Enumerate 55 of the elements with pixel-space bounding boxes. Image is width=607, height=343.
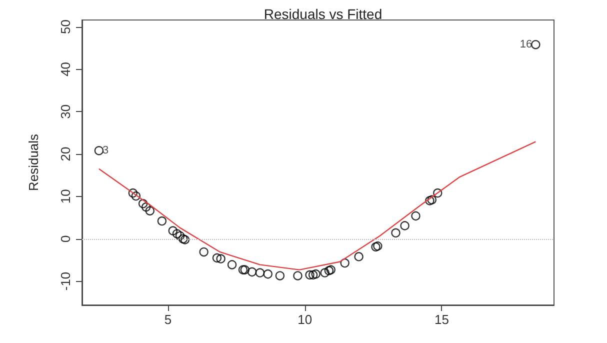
point [411, 211, 420, 221]
point [311, 269, 320, 279]
point [308, 270, 318, 280]
point [275, 271, 285, 280]
y-tick-label: 20 [58, 146, 73, 162]
point [433, 188, 442, 198]
point [94, 146, 104, 156]
point [531, 40, 540, 50]
point [172, 229, 182, 238]
y-tick-label: 0 [58, 235, 73, 242]
point [247, 267, 257, 277]
x-tick-label: 15 [434, 312, 449, 327]
point [293, 271, 302, 280]
point [145, 206, 154, 216]
point [175, 231, 185, 240]
y-tick-label: 10 [58, 189, 73, 204]
point [128, 188, 138, 198]
point [178, 234, 188, 244]
point [263, 269, 272, 279]
annotation: 16 [520, 38, 532, 51]
point [216, 254, 226, 264]
point [227, 260, 237, 270]
point [138, 199, 148, 208]
point [240, 265, 250, 274]
y-tick-label: 50 [58, 20, 73, 34]
point [199, 247, 208, 257]
point [354, 252, 364, 262]
line-series [98, 141, 536, 270]
point [157, 216, 167, 226]
point [305, 270, 314, 280]
point [324, 266, 334, 276]
point [141, 202, 151, 212]
x-tick-label: 5 [164, 312, 172, 327]
point [373, 241, 382, 251]
point [212, 253, 222, 263]
y-tick-label: 40 [58, 62, 73, 76]
point [326, 265, 336, 274]
point [255, 268, 265, 278]
point [131, 191, 141, 201]
y-axis-title: Residuals [26, 133, 41, 192]
point [238, 265, 248, 274]
annotation: 3 [102, 144, 109, 157]
point [340, 258, 350, 268]
chart-title: Residuals vs Fitted [264, 6, 382, 22]
point [427, 195, 436, 204]
point [180, 235, 190, 244]
point [371, 242, 380, 252]
x-tick-label: 10 [298, 312, 312, 327]
point [391, 228, 400, 238]
point [400, 221, 410, 230]
y-tick-label: -10 [58, 272, 73, 291]
point [425, 196, 434, 206]
point [320, 268, 330, 278]
point [168, 226, 178, 236]
y-tick-label: 30 [58, 104, 73, 119]
